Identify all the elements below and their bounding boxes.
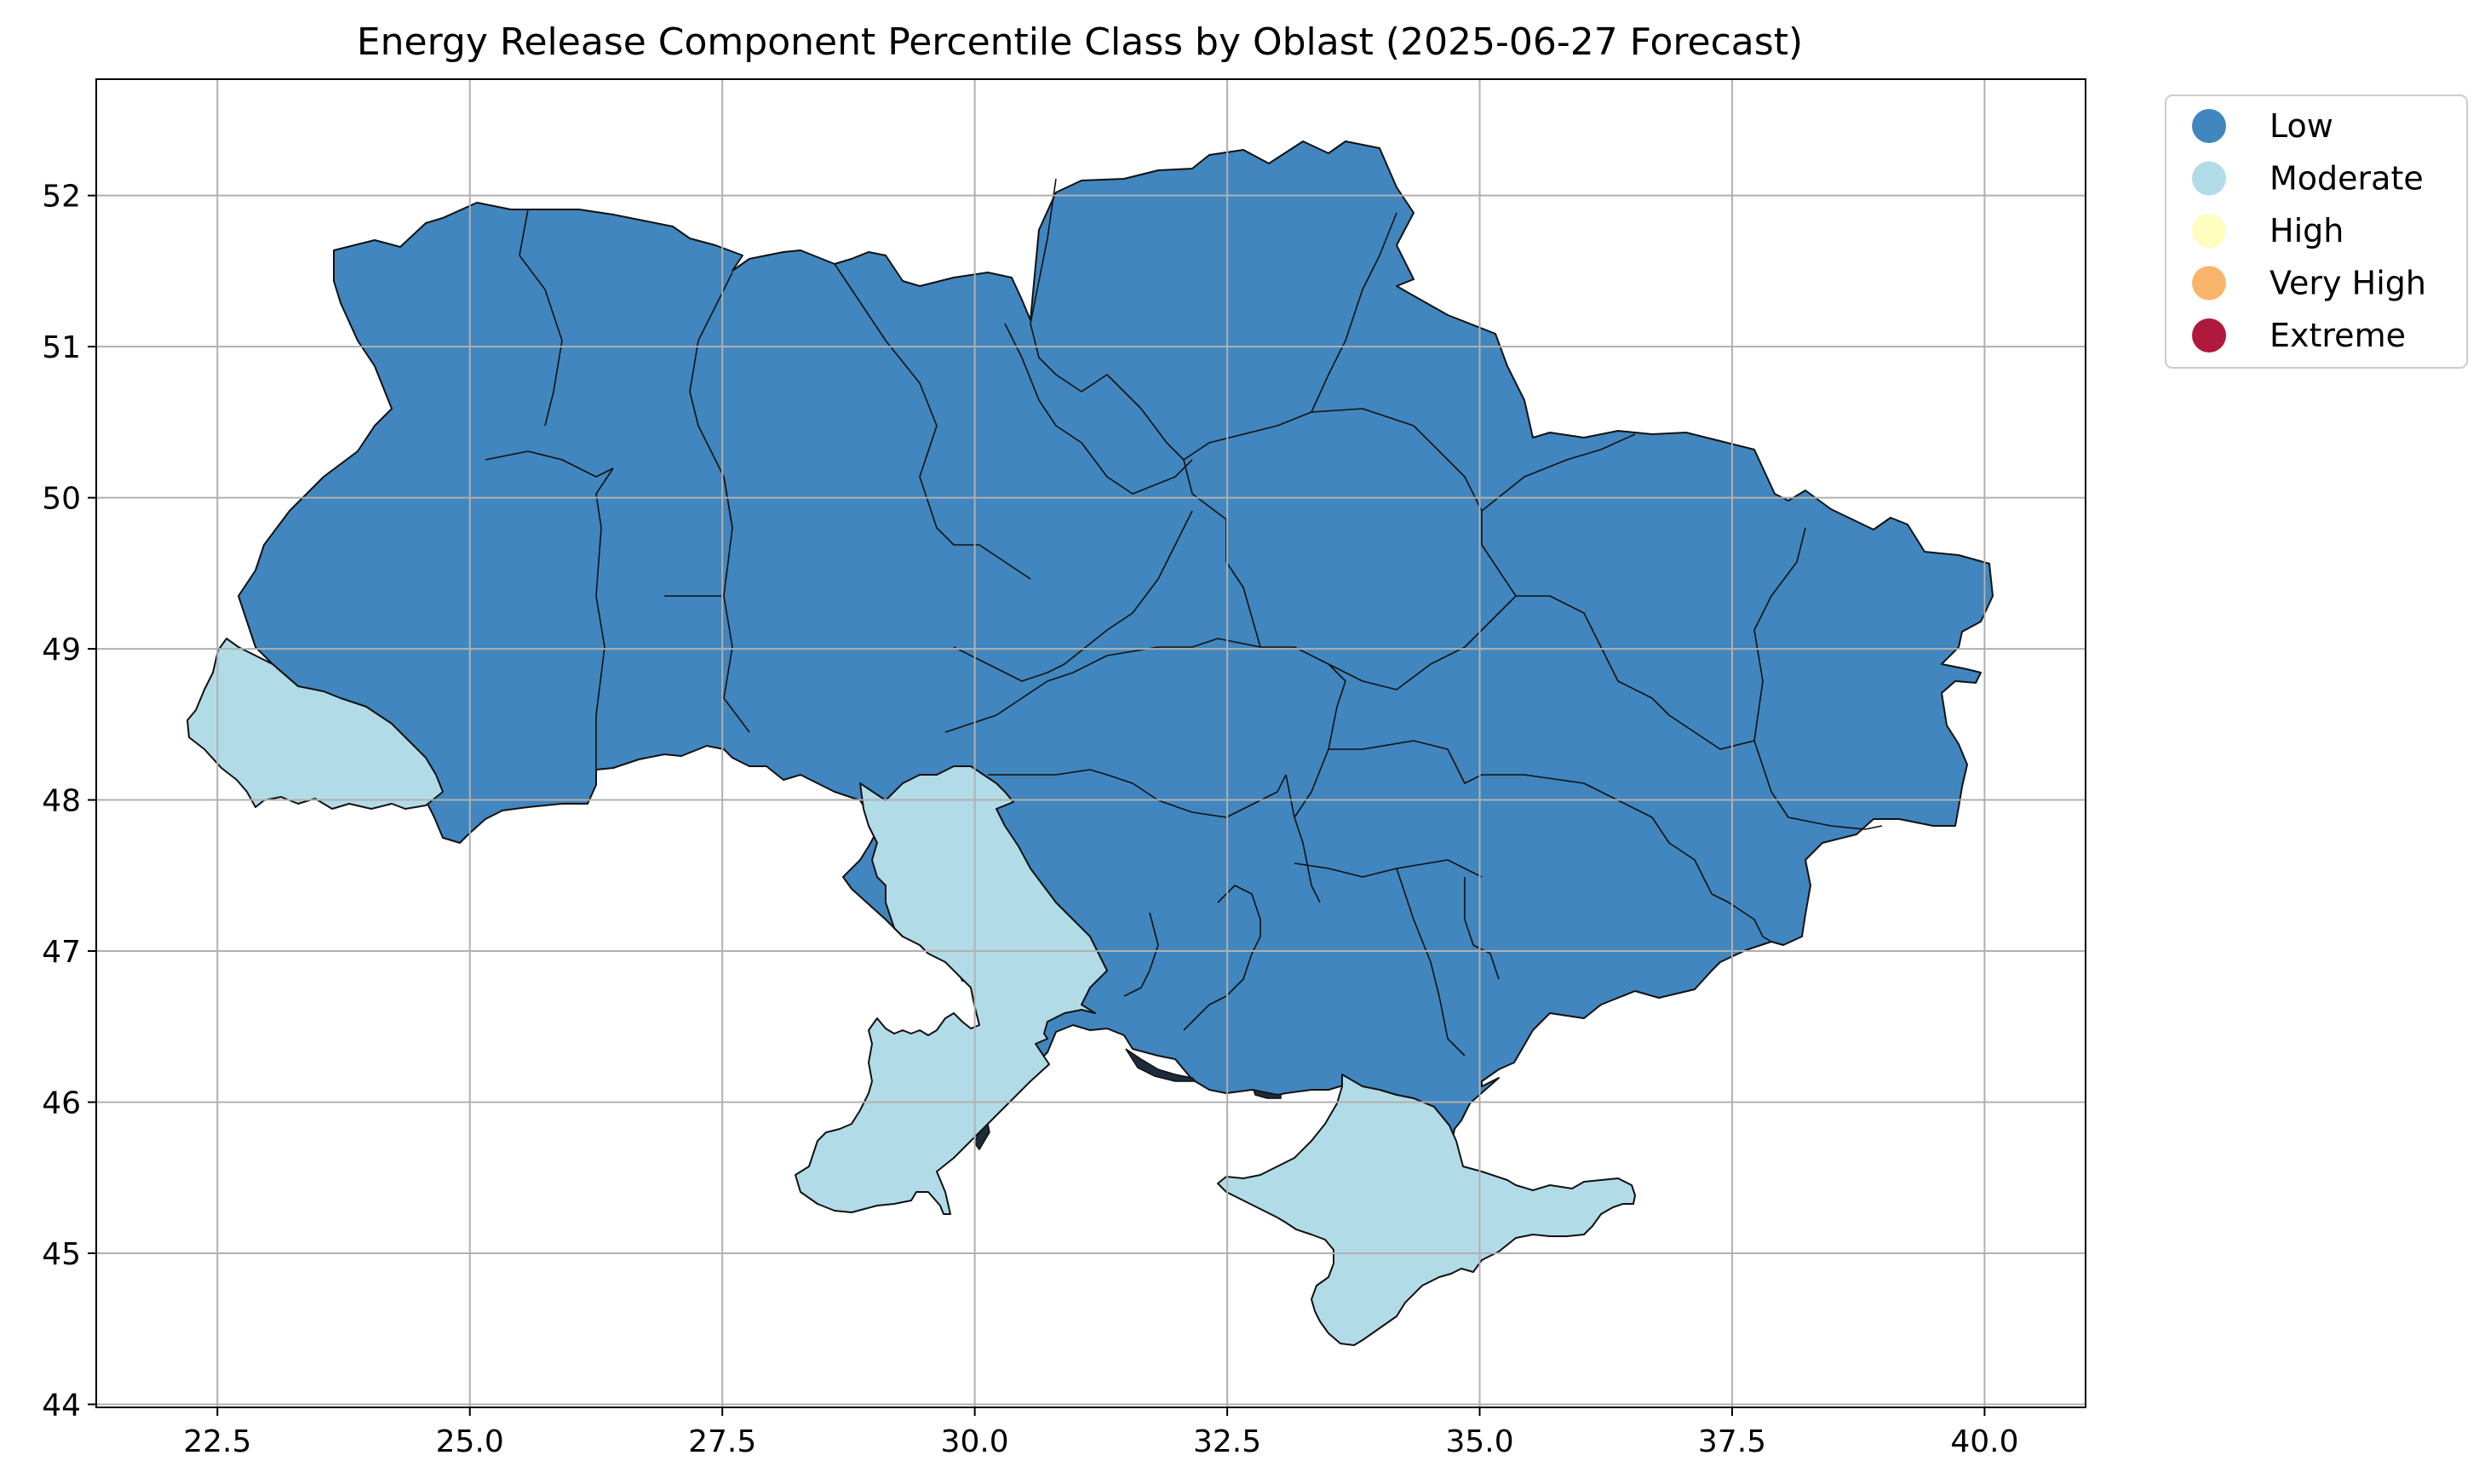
- gridlines: [96, 79, 2086, 1407]
- legend-marker-very-high: [2192, 266, 2226, 301]
- legend-marker-high: [2192, 214, 2226, 248]
- legend-marker-low: [2192, 109, 2226, 143]
- region-zakarpattia: [186, 638, 444, 810]
- map-regions: [186, 140, 1994, 1346]
- legend-label-moderate: Moderate: [2270, 160, 2424, 198]
- region-crimea: [1217, 1074, 1636, 1346]
- legend-label-very-high: Very High: [2270, 265, 2426, 302]
- axes-frame: [95, 78, 2086, 1408]
- legend-box: [2165, 95, 2468, 369]
- legend-label-extreme: Extreme: [2270, 317, 2406, 354]
- legend-marker-extreme: [2192, 318, 2226, 352]
- x-tick-label: 27.5: [688, 1424, 756, 1459]
- x-tick-label: 25.0: [436, 1424, 504, 1459]
- y-tick-label: 44: [42, 1388, 81, 1423]
- y-tick-label: 51: [42, 330, 81, 365]
- x-tick-label: 40.0: [1950, 1424, 2018, 1459]
- x-tick-label: 32.5: [1193, 1424, 1261, 1459]
- legend-label-low: Low: [2270, 107, 2333, 145]
- y-tick-label: 45: [42, 1237, 81, 1272]
- coastal-features: [973, 1048, 1282, 1151]
- chart-title: Energy Release Component Percentile Clas…: [357, 20, 1803, 64]
- x-tick-label: 37.5: [1698, 1424, 1766, 1459]
- y-tick-label: 48: [42, 784, 81, 819]
- x-tick-label: 35.0: [1445, 1424, 1513, 1459]
- y-tick-label: 50: [42, 482, 81, 517]
- x-tick-label: 30.0: [941, 1424, 1009, 1459]
- y-tick-label: 47: [42, 935, 81, 970]
- tendra-spit: [1252, 1088, 1282, 1099]
- kinburn-spit: [1125, 1048, 1197, 1082]
- legend-marker-moderate: [2192, 161, 2226, 196]
- legend-label-high: High: [2270, 212, 2344, 249]
- legend: Low Moderate High Very High Extreme: [2165, 95, 2468, 369]
- x-tick-label: 22.5: [183, 1424, 251, 1459]
- y-tick-label: 46: [42, 1086, 81, 1121]
- dniester-estuary: [973, 1122, 990, 1151]
- region-ukraine-low: [238, 140, 1994, 1138]
- y-tick-label: 49: [42, 633, 81, 668]
- y-tick-label: 52: [42, 180, 81, 215]
- x-axis: 22.5 25.0 27.5 30.0 32.5 35.0 37.5 40.0: [183, 1407, 2018, 1459]
- y-axis: 44 45 46 47 48 49 50 51 52: [42, 180, 96, 1423]
